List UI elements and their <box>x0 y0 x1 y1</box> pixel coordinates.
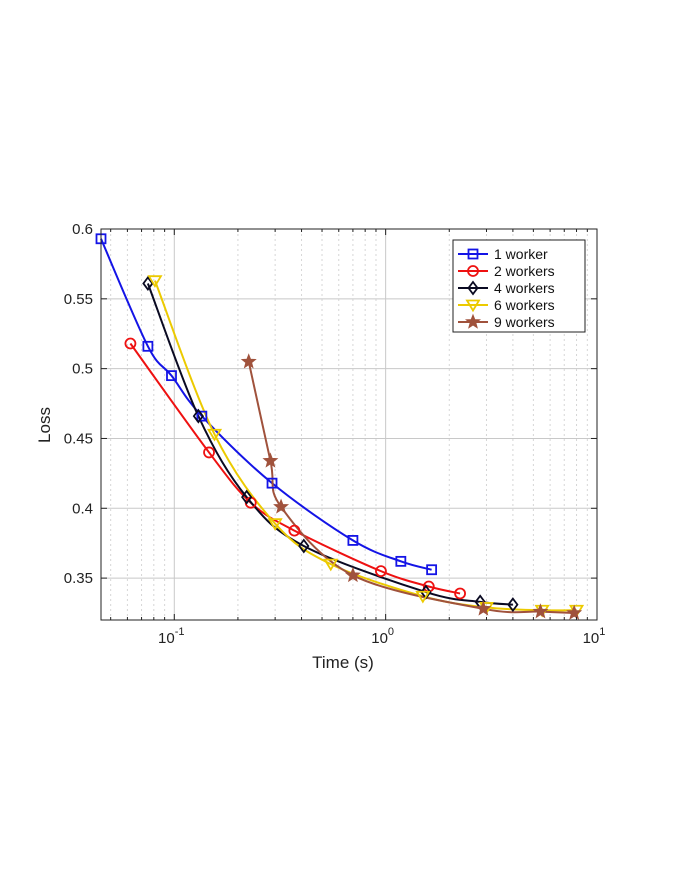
x-tick-label-exponent: 1 <box>599 626 605 638</box>
x-axis-label: Time (s) <box>312 653 374 672</box>
legend-marker-1 <box>467 248 479 260</box>
data-point-series-3 <box>142 275 154 291</box>
legend-label-4: 6 workers <box>494 297 555 313</box>
ticks <box>101 228 598 620</box>
series-line-1 <box>100 238 432 571</box>
y-tick-label: 0.55 <box>64 291 93 308</box>
y-tick-label: 0.4 <box>72 500 93 517</box>
plot-frame <box>100 228 598 621</box>
x-tick-label-base: 10 <box>583 630 600 647</box>
legend-marker-5 <box>465 313 481 329</box>
x-tick-label-base: 10 <box>371 630 388 647</box>
y-tick-label: 0.5 <box>72 361 93 378</box>
data-point-series-2 <box>288 524 301 537</box>
x-tick-label: 10-1 <box>158 626 184 647</box>
data-point-series-1 <box>142 340 154 352</box>
data-point-series-5 <box>262 452 279 468</box>
data-point-series-5 <box>344 566 361 583</box>
x-tick-label-base: 10 <box>158 630 175 647</box>
data-point-series-2 <box>375 565 387 578</box>
legend-label-1: 1 worker <box>494 246 548 262</box>
data-point-series-1 <box>347 535 359 546</box>
data-point-series-3 <box>241 489 253 505</box>
y-axis-label: Loss <box>35 407 54 443</box>
y-tick-label: 0.45 <box>64 430 93 447</box>
y-tick-label: 0.6 <box>72 221 93 238</box>
x-tick-label-exponent: 0 <box>388 626 394 638</box>
data-point-series-4 <box>267 518 283 531</box>
data-point-series-4 <box>323 558 339 572</box>
data-point-series-4 <box>206 428 223 442</box>
legend-label-2: 2 workers <box>494 263 555 279</box>
series-markers <box>95 233 585 620</box>
legend-marker-3 <box>467 280 479 296</box>
data-point-series-2 <box>124 337 137 350</box>
legend-label-5: 9 workers <box>494 314 555 330</box>
legend-label-3: 4 workers <box>494 280 555 296</box>
x-tick-label-exponent: -1 <box>175 626 185 638</box>
x-tick-label: 100 <box>371 626 394 647</box>
data-point-series-2 <box>454 587 466 600</box>
data-point-series-1 <box>196 410 208 422</box>
data-point-series-1 <box>395 555 407 567</box>
data-point-series-3 <box>507 597 519 613</box>
grid <box>101 229 597 620</box>
legend-marker-4 <box>465 299 481 313</box>
data-point-series-1 <box>166 370 177 382</box>
data-point-series-5 <box>273 498 290 514</box>
data-point-series-5 <box>240 353 257 369</box>
data-point-series-3 <box>192 408 205 424</box>
y-tick-label: 0.35 <box>64 570 93 587</box>
data-point-series-5 <box>475 600 492 616</box>
data-point-series-1 <box>426 564 438 576</box>
data-point-series-1 <box>266 477 278 489</box>
data-point-series-5 <box>566 604 583 620</box>
data-point-series-3 <box>298 538 310 554</box>
data-point-series-4 <box>147 275 163 288</box>
data-point-series-4 <box>415 590 431 604</box>
data-point-series-2 <box>203 446 215 459</box>
x-tick-label: 101 <box>583 626 606 647</box>
legend-marker-2 <box>467 265 479 277</box>
data-point-series-5 <box>532 603 549 619</box>
